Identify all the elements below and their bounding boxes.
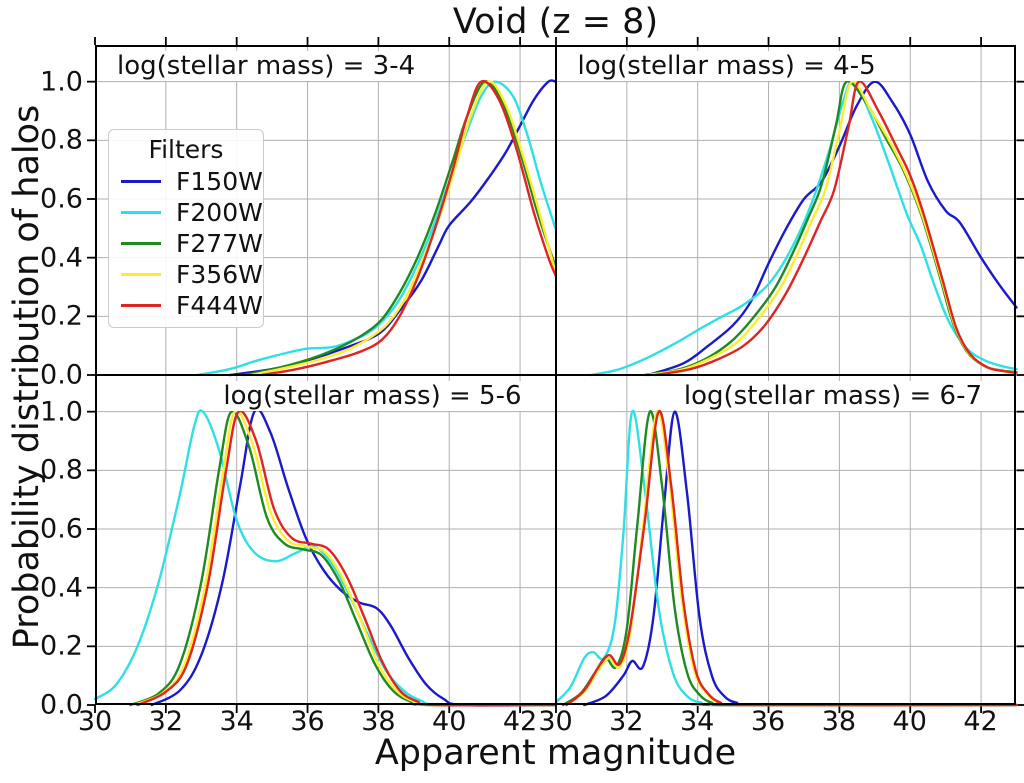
legend-item-f356w: F356W xyxy=(109,259,263,290)
x-tick-label: 42 xyxy=(502,706,538,737)
legend-title: Filters xyxy=(148,135,224,164)
legend-line-f444w-icon xyxy=(121,304,161,307)
panel-label-3-4: log(stellar mass) = 3-4 xyxy=(109,51,424,81)
legend-item-f277w: F277W xyxy=(109,228,263,259)
panel-label-6-7: log(stellar mass) = 6-7 xyxy=(675,381,990,411)
legend-label-f150w: F150W xyxy=(176,167,263,196)
panel-6-7-canvas xyxy=(554,375,1024,713)
curve-F356W xyxy=(646,80,1018,377)
panel-4-5-canvas xyxy=(554,37,1024,377)
curve-F150W xyxy=(646,80,1018,377)
x-tick-label: 34 xyxy=(680,706,715,737)
y-tick-label: 0.2 xyxy=(40,300,83,332)
x-tick-label: 30 xyxy=(538,706,573,737)
y-tick-label: 0.4 xyxy=(40,572,83,604)
legend-item-f150w: F150W xyxy=(109,166,263,197)
y-tick-label: 0.0 xyxy=(40,359,83,391)
legend-item-f444w: F444W xyxy=(109,290,263,321)
panel-mass-4-5: log(stellar mass) = 4-5 xyxy=(554,37,1024,377)
curve-F150W xyxy=(228,79,557,377)
curve-F150W xyxy=(150,408,557,707)
curve-F200W xyxy=(589,80,1018,377)
curve-F277W xyxy=(642,80,1018,377)
legend-line-f200w-icon xyxy=(121,211,161,214)
panel-mass-6-7: log(stellar mass) = 6-7 xyxy=(554,375,1024,713)
y-tick-label: 0.0 xyxy=(40,689,83,721)
legend-label-f356w: F356W xyxy=(176,260,263,289)
plot-area: log(stellar mass) = 3-4 Filters F150W F2… xyxy=(87,37,1024,713)
legend-item-f200w: F200W xyxy=(109,197,263,228)
y-tick-labels: 0.0 0.2 0.4 0.6 0.8 1.0 0.0 0.2 0.4 0.6 0.8 1.0 xyxy=(0,45,83,718)
curve-F200W xyxy=(196,80,557,377)
x-tick-label: 36 xyxy=(290,706,325,737)
panel-3-4-canvas xyxy=(87,37,557,377)
curve-F277W xyxy=(242,80,557,377)
panel-label-4-5: log(stellar mass) = 4-5 xyxy=(569,51,884,81)
x-tick-label: 32 xyxy=(148,706,184,737)
panel-5-6-canvas xyxy=(87,375,557,713)
chart-title: Void (z = 8) xyxy=(452,2,659,42)
curve-F150W xyxy=(582,410,1018,707)
panel-mass-5-6: log(stellar mass) = 5-6 xyxy=(87,375,557,713)
curve-F200W xyxy=(554,409,1018,707)
legend-label-f200w: F200W xyxy=(176,198,263,227)
x-axis-label: Apparent magnitude xyxy=(374,733,737,773)
legend: Filters F150W F200W F277W F356W xyxy=(108,129,264,328)
x-tick-label: 38 xyxy=(361,706,396,737)
y-tick-label: 0.6 xyxy=(40,183,83,215)
x-tick-label: 34 xyxy=(219,706,254,737)
y-tick-label: 0.2 xyxy=(40,630,83,662)
y-tick-label: 0.4 xyxy=(40,242,83,274)
y-tick-label: 1.0 xyxy=(40,396,83,428)
x-tick-label: 42 xyxy=(963,706,998,737)
curve-F444W xyxy=(260,79,557,377)
y-tick-label: 0.8 xyxy=(40,124,83,156)
y-tick-label: 1.0 xyxy=(40,66,83,98)
y-tick-label: 0.8 xyxy=(40,454,83,486)
x-tick-label: 40 xyxy=(432,706,467,737)
legend-line-f277w-icon xyxy=(121,242,161,245)
curve-F444W xyxy=(653,80,1018,377)
panel-mass-3-4: log(stellar mass) = 3-4 Filters F150W F2… xyxy=(87,37,557,377)
x-tick-label: 32 xyxy=(609,706,644,737)
y-tick-label: 0.6 xyxy=(40,513,83,545)
legend-label-f277w: F277W xyxy=(176,229,263,258)
curve-F200W xyxy=(93,409,557,707)
x-tick-label: 38 xyxy=(821,706,857,737)
x-tick-label: 40 xyxy=(892,706,927,737)
panel-label-5-6: log(stellar mass) = 5-6 xyxy=(215,381,530,411)
x-tick-label: 36 xyxy=(750,706,786,737)
curve-F444W xyxy=(136,409,557,707)
curve-F277W xyxy=(129,410,557,707)
x-tick-labels: 30 32 34 36 38 40 42 30 32 34 36 38 40 42 xyxy=(78,706,1016,738)
x-tick-label: 30 xyxy=(77,706,113,737)
legend-line-f356w-icon xyxy=(121,273,161,276)
legend-label-f444w: F444W xyxy=(176,291,263,320)
curve-F356W xyxy=(132,409,557,707)
legend-line-f150w-icon xyxy=(121,180,161,183)
